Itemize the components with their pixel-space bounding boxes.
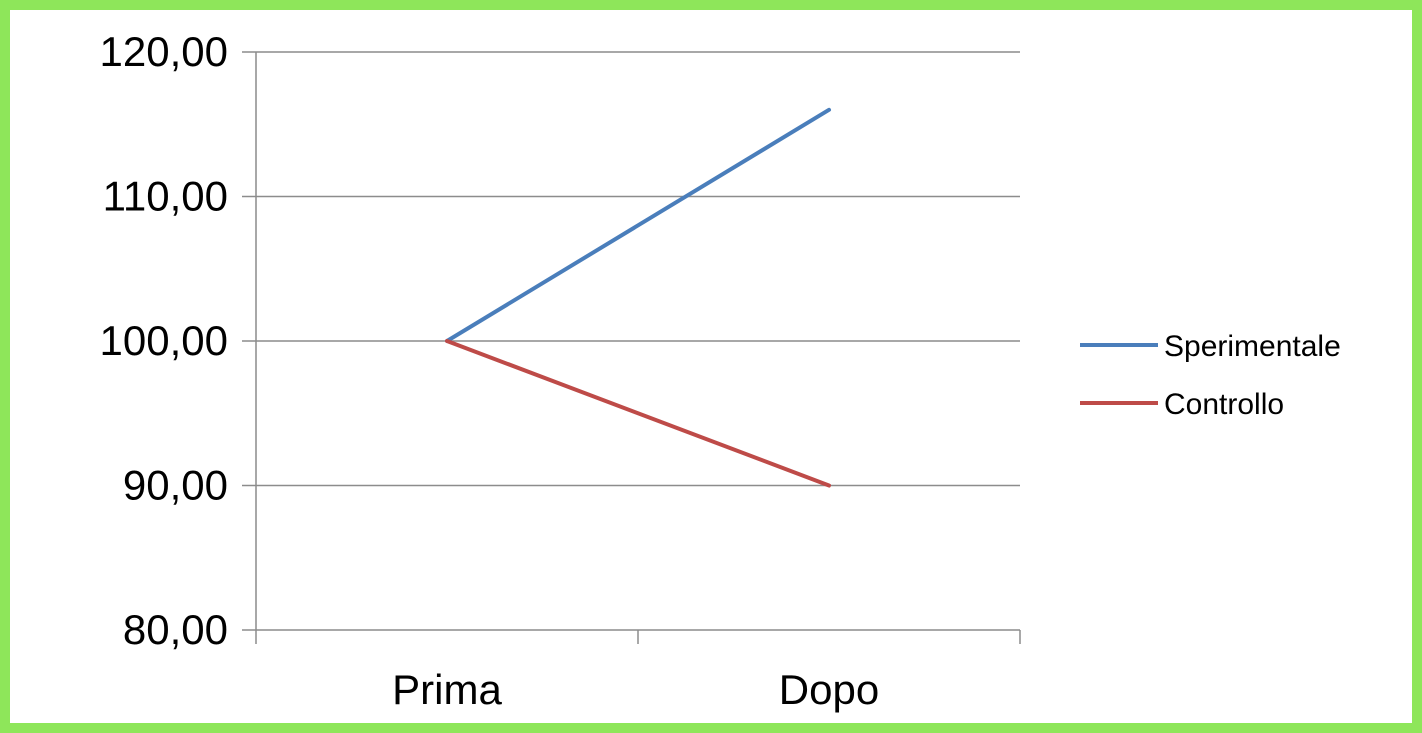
y-tick-label: 120,00 <box>100 28 228 75</box>
legend-label: Controllo <box>1164 388 1284 421</box>
gridlines <box>242 51 1020 487</box>
series-line-controllo <box>445 339 831 488</box>
legend-label: Sperimentale <box>1164 330 1341 363</box>
x-tick-label: Prima <box>392 666 502 713</box>
axes <box>242 52 1021 644</box>
y-tick-label: 90,00 <box>123 462 228 509</box>
series-lines <box>445 107 831 488</box>
series-line-sperimentale <box>445 107 831 343</box>
x-tick-label: Dopo <box>779 666 879 713</box>
y-tick-label: 100,00 <box>100 317 228 364</box>
x-tick-labels: Prima Dopo <box>392 666 879 713</box>
y-tick-label: 80,00 <box>123 606 228 653</box>
legend: Sperimentale Controllo <box>1080 330 1341 421</box>
y-tick-labels: 80,00 90,00 100,00 110,00 120,00 <box>100 28 228 653</box>
y-tick-label: 110,00 <box>103 173 228 220</box>
